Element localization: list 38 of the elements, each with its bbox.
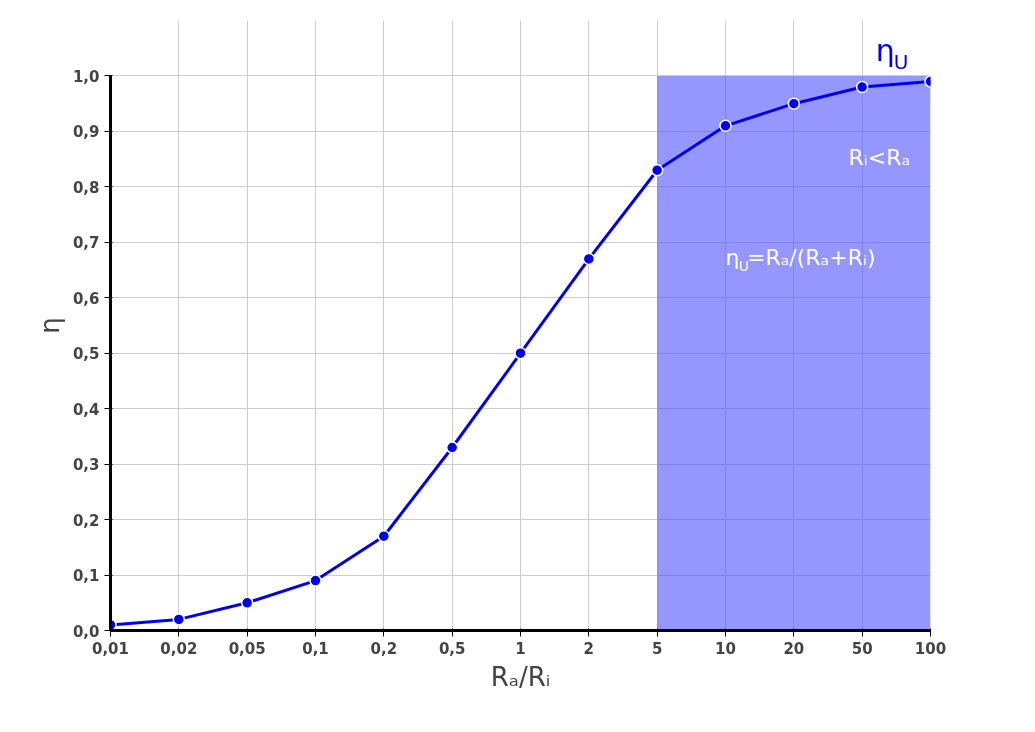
x-tick-label: 5 <box>651 639 663 658</box>
y-tick-label: 0,8 <box>72 178 100 197</box>
y-tick-label: 0,6 <box>72 289 100 308</box>
y-axis-title: η <box>34 317 65 334</box>
x-tick-label: 50 <box>851 639 873 658</box>
point <box>719 119 732 133</box>
x-tick-label: 0,02 <box>160 639 198 658</box>
x-tick-label: 0,01 <box>92 639 130 658</box>
x-tick-label: 0,1 <box>302 639 329 658</box>
x-tick-label: 1 <box>515 639 526 658</box>
y-tick-label: 0,9 <box>72 123 100 142</box>
point <box>514 346 527 360</box>
point <box>309 574 322 587</box>
y-tick-label: 0,3 <box>72 456 100 475</box>
x-tick-label: 20 <box>783 639 805 658</box>
x-tick-label: 0,05 <box>228 639 266 658</box>
y-tick-label: 0,0 <box>72 622 100 641</box>
annotation: Rᵢ<Rₐ <box>848 145 911 171</box>
x-axis-title: Rₐ/Rᵢ <box>490 661 551 692</box>
y-tick-label: 0,5 <box>72 345 100 364</box>
point <box>582 252 596 266</box>
y-tick-label: 0,4 <box>72 400 100 419</box>
x-tick-label: 2 <box>583 639 595 658</box>
x-tick-label: 10 <box>715 639 736 658</box>
point <box>787 97 801 110</box>
point <box>650 163 664 177</box>
y-tick-label: 1,0 <box>72 67 100 86</box>
y-tick-label: 0,2 <box>72 511 100 530</box>
point <box>172 613 186 626</box>
y-tick-label: 0,7 <box>72 234 100 253</box>
point <box>445 441 459 454</box>
point <box>855 80 869 94</box>
point <box>377 529 391 543</box>
x-tick-label: 0,5 <box>438 639 466 658</box>
x-tick-label: 100 <box>914 639 947 658</box>
x-tick-label: 0,2 <box>370 639 398 658</box>
y-tick-label: 0,1 <box>72 567 100 586</box>
point <box>240 596 254 610</box>
